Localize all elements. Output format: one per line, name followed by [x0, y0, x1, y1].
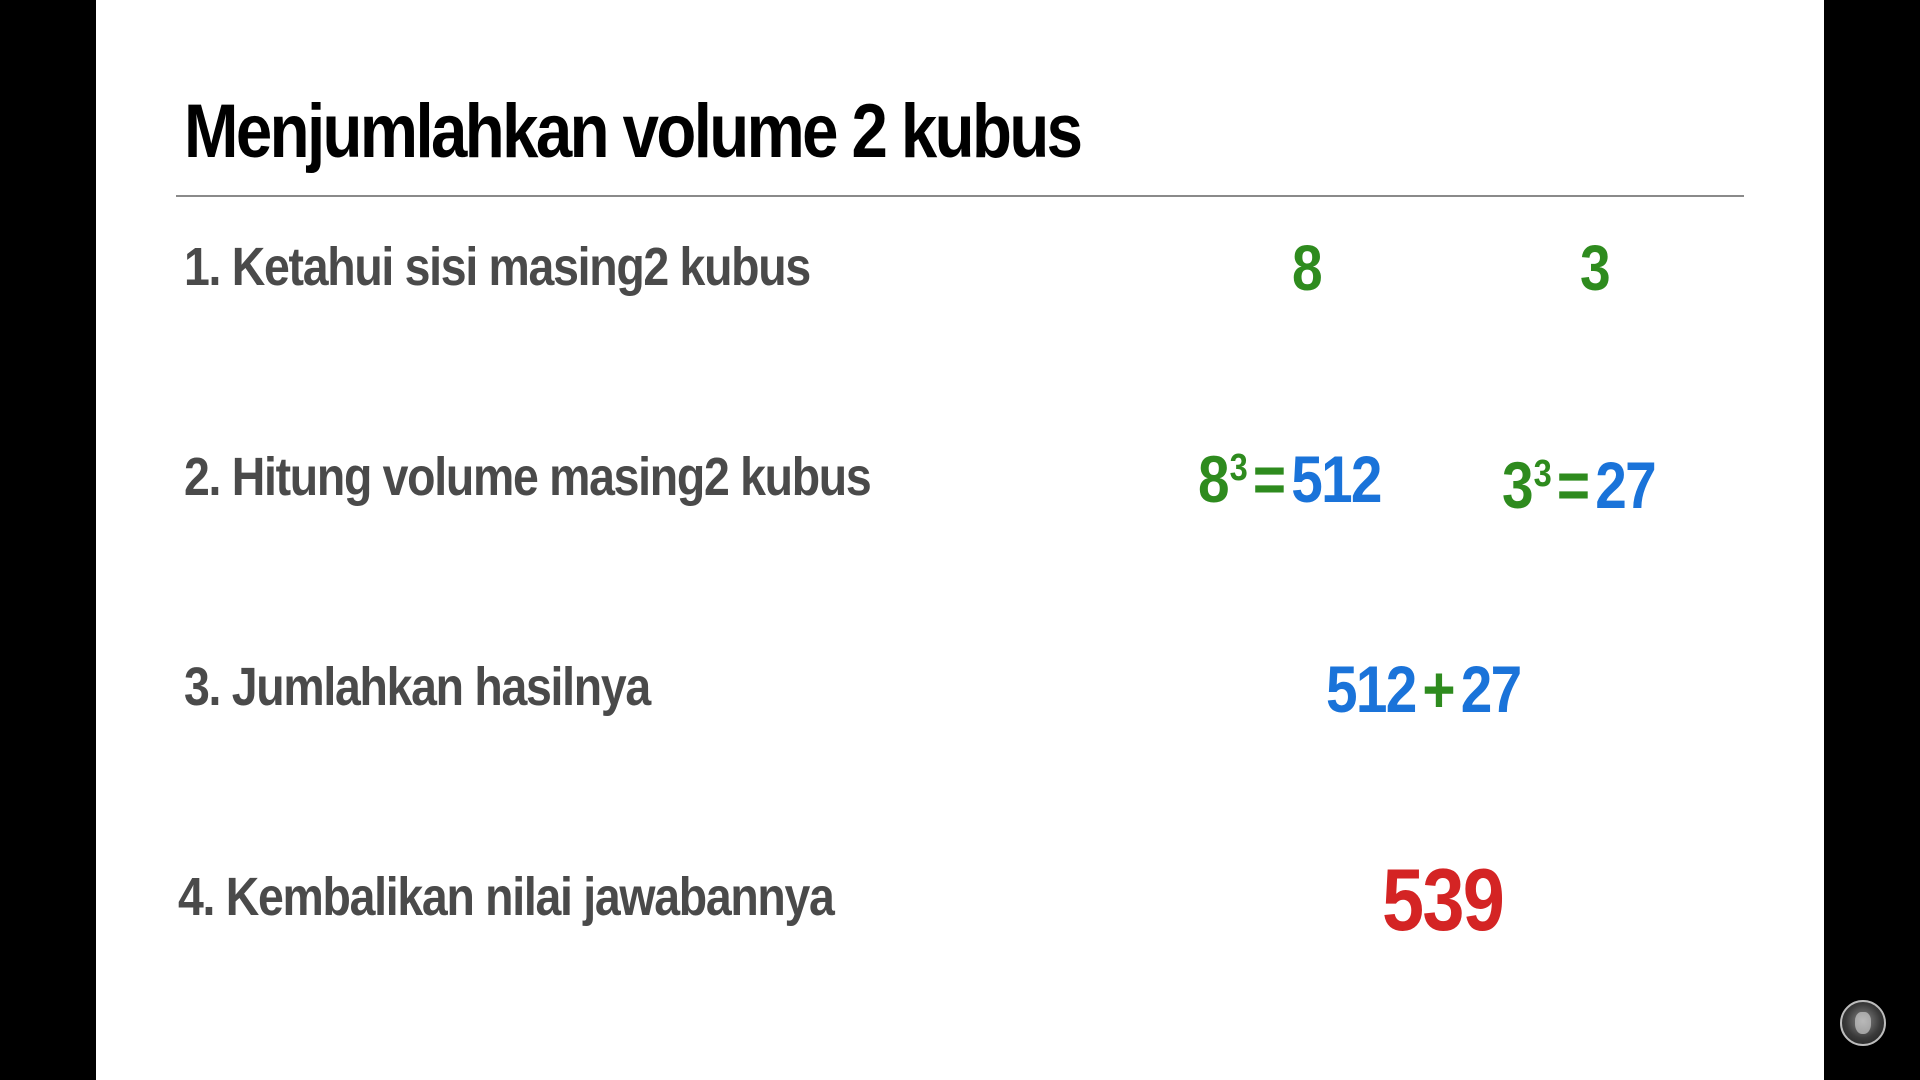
- cube-a-volume: 83 = 512: [1198, 446, 1382, 512]
- cube-b-equals: =: [1556, 448, 1590, 522]
- sum-left: 512: [1326, 652, 1417, 726]
- cube-a-exponent: 3: [1229, 447, 1248, 489]
- step-3-label: 3. Jumlahkan hasilnya: [184, 657, 651, 717]
- slide-title: Menjumlahkan volume 2 kubus: [184, 89, 1083, 174]
- cube-a-result: 512: [1291, 442, 1382, 516]
- presentation-slide: Menjumlahkan volume 2 kubus 1. Ketahui s…: [96, 0, 1824, 1080]
- cube-a-side: 8: [1292, 232, 1323, 304]
- cube-b-result: 27: [1595, 448, 1656, 522]
- sum-expression: 512 +27: [1326, 656, 1522, 722]
- cube-b-volume: 33 = 27: [1502, 452, 1657, 518]
- cube-a-equals: =: [1252, 442, 1286, 516]
- cube-b-exponent: 3: [1533, 453, 1552, 495]
- sum-operator: +: [1422, 652, 1455, 726]
- cube-a-base: 8: [1198, 442, 1230, 516]
- cube-b-base: 3: [1502, 448, 1534, 522]
- title-divider: [176, 195, 1744, 197]
- channel-logo-icon[interactable]: [1840, 1000, 1886, 1046]
- step-2-label: 2. Hitung volume masing2 kubus: [184, 447, 872, 507]
- step-1-label: 1. Ketahui sisi masing2 kubus: [184, 237, 811, 297]
- sum-right: 27: [1460, 652, 1522, 726]
- final-answer: 539: [1382, 850, 1505, 949]
- step-4-label: 4. Kembalikan nilai jawabannya: [178, 867, 835, 927]
- cube-b-side: 3: [1580, 232, 1611, 304]
